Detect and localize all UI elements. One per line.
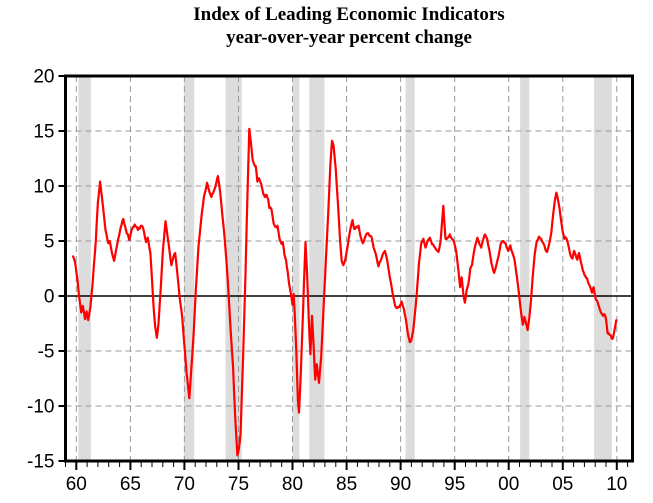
y-tick-label: -15 bbox=[27, 452, 54, 473]
plot-frame bbox=[64, 74, 634, 463]
x-tick-label: 90 bbox=[390, 474, 411, 495]
recession-band bbox=[405, 76, 415, 461]
x-tick-label: 05 bbox=[552, 474, 573, 495]
x-tick-label: 70 bbox=[174, 474, 195, 495]
x-tick-label: 75 bbox=[228, 474, 249, 495]
x-tick-label: 85 bbox=[336, 474, 357, 495]
x-tick-label: 00 bbox=[498, 474, 519, 495]
recession-band bbox=[183, 76, 195, 461]
recession-band bbox=[309, 76, 325, 461]
x-tick-label: 80 bbox=[282, 474, 303, 495]
recession-band bbox=[225, 76, 242, 461]
x-tick-label: 10 bbox=[606, 474, 627, 495]
recession-band bbox=[78, 76, 91, 461]
recession-band bbox=[292, 76, 300, 461]
recession-band bbox=[520, 76, 530, 461]
x-tick-label: 65 bbox=[120, 474, 141, 495]
y-tick-label: 10 bbox=[33, 177, 54, 198]
x-tick-label: 60 bbox=[66, 474, 87, 495]
y-tick-label: 0 bbox=[44, 287, 55, 308]
y-tick-label: -5 bbox=[38, 342, 55, 363]
y-tick-label: -10 bbox=[27, 397, 54, 418]
chart-title-line2: year-over-year percent change bbox=[226, 27, 472, 48]
plot-area-background bbox=[65, 76, 633, 461]
y-tick-label: 15 bbox=[33, 122, 54, 143]
recession-band bbox=[594, 76, 612, 461]
lei-series-line bbox=[71, 127, 618, 457]
x-tick-label: 95 bbox=[444, 474, 465, 495]
chart-title: Index of Leading Economic Indicators yea… bbox=[47, 3, 651, 49]
y-tick-label: 20 bbox=[33, 67, 54, 88]
chart-title-line1: Index of Leading Economic Indicators bbox=[193, 4, 505, 25]
y-tick-label: 5 bbox=[44, 232, 55, 253]
